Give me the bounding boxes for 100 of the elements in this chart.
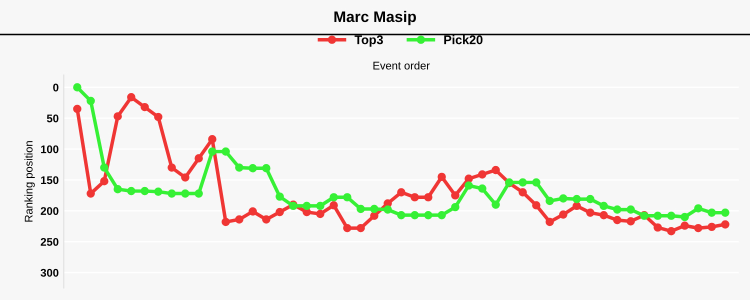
point (397, 188, 406, 196)
point (235, 163, 244, 172)
point (600, 202, 608, 210)
point (73, 104, 82, 114)
point (248, 164, 257, 172)
point (181, 173, 190, 182)
point (626, 217, 635, 226)
point (586, 194, 594, 204)
point (208, 135, 216, 144)
point (532, 178, 540, 187)
point (208, 147, 216, 156)
point (114, 185, 122, 194)
y-tick-label: 300 (40, 268, 58, 277)
y-tick-label: 50 (46, 114, 58, 122)
y-axis-title: Ranking position (24, 141, 35, 222)
point (654, 223, 662, 232)
point (100, 163, 108, 172)
point (276, 208, 284, 216)
point (708, 222, 716, 232)
point (438, 210, 446, 220)
point (222, 218, 230, 226)
point (451, 202, 460, 212)
point (276, 192, 284, 201)
point (370, 212, 378, 220)
point (667, 227, 676, 236)
point (721, 208, 730, 217)
point (302, 202, 311, 210)
point (626, 205, 635, 214)
point (262, 164, 270, 172)
point (410, 210, 419, 220)
point (559, 194, 568, 203)
y-tick-label: 0 (53, 84, 58, 92)
point (330, 201, 338, 210)
point (600, 210, 608, 220)
point (546, 218, 554, 226)
point (559, 210, 568, 219)
y-tick-label: 150 (41, 176, 58, 184)
point (424, 193, 432, 202)
point (410, 193, 419, 202)
point (532, 201, 540, 210)
point (181, 189, 190, 198)
point (235, 215, 244, 224)
point (86, 189, 95, 198)
point (424, 210, 432, 220)
point (194, 154, 203, 163)
point (370, 204, 378, 214)
point (464, 181, 473, 190)
y-tick-label: 250 (40, 238, 58, 246)
point (478, 170, 486, 179)
chart-title: Marc Masip (334, 10, 416, 26)
point (330, 193, 338, 202)
point (492, 166, 500, 174)
point (438, 172, 446, 182)
point (316, 210, 324, 218)
point (248, 207, 257, 216)
point (222, 147, 230, 156)
point (127, 93, 136, 102)
legend-label: Pick20 (444, 35, 483, 44)
point (572, 194, 581, 204)
point (316, 202, 324, 210)
y-tick-label: 100 (41, 145, 58, 154)
point (708, 208, 716, 217)
point (613, 205, 622, 214)
x-axis-title: Event order (373, 61, 430, 70)
point (680, 221, 689, 230)
point (343, 224, 352, 232)
point (464, 174, 473, 183)
point (478, 184, 486, 193)
point (667, 212, 676, 220)
point (154, 188, 162, 196)
point (518, 188, 527, 196)
point (546, 196, 554, 206)
point (168, 163, 176, 172)
legend-label: Top3 (354, 35, 383, 47)
point (73, 83, 82, 92)
point (168, 189, 176, 198)
point (384, 205, 392, 214)
point (586, 208, 594, 217)
point (356, 224, 365, 232)
point (343, 193, 352, 202)
point (654, 212, 662, 220)
point (114, 112, 122, 121)
point (451, 191, 460, 200)
point (492, 200, 500, 209)
point (694, 204, 702, 213)
point (680, 212, 689, 222)
point (721, 220, 730, 229)
point (100, 177, 108, 186)
point (86, 96, 95, 106)
point (194, 189, 203, 198)
point (613, 216, 622, 224)
point (694, 224, 702, 232)
point (127, 186, 136, 196)
point (140, 102, 149, 112)
point (572, 202, 581, 210)
point (518, 178, 527, 187)
point (140, 186, 149, 196)
point (356, 204, 365, 214)
point (397, 210, 406, 220)
point (154, 112, 162, 122)
